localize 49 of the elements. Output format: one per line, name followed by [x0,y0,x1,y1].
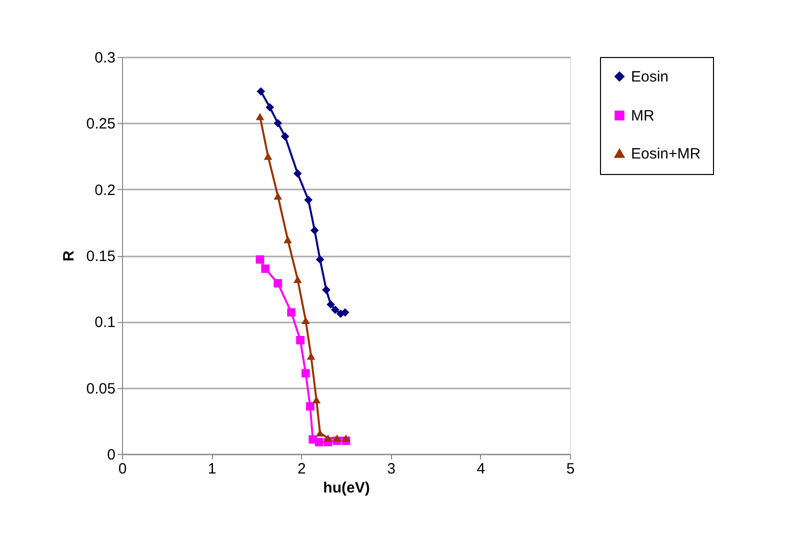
point [322,286,330,294]
point [301,369,310,378]
point [306,352,316,360]
y-tick-label: 0.3 [94,50,116,66]
point [274,192,282,200]
point [256,255,264,264]
point [293,276,302,283]
point [324,434,332,442]
point [287,308,296,317]
x-tick-label: 4 [476,460,486,478]
y-tick-label: 0.05 [86,380,116,398]
y-tick-label: 0.2 [94,182,116,199]
point [284,236,292,244]
point [256,112,264,120]
point [304,196,313,204]
x-tick-label: 0 [118,460,127,478]
point [256,87,266,96]
point [274,279,282,288]
point [264,152,272,160]
point [326,300,335,309]
x-tick-label: 1 [208,460,216,478]
x-tick-label: 3 [387,460,396,478]
x-axis-title: hu(eV) [323,480,370,496]
point [301,316,310,324]
x-tick-label: 2 [298,460,306,478]
point [296,336,304,344]
y-tick-label: 0.1 [94,314,116,332]
point [314,438,324,446]
point [312,396,321,404]
point [331,306,340,314]
point [293,169,302,178]
legend-label: Eosin+MR [631,146,701,162]
point [316,429,324,436]
y-tick-label: 0.25 [86,116,116,133]
point [261,264,270,273]
point [280,132,290,141]
legend-label: MR [631,108,654,124]
x-tick-label: 5 [566,460,575,478]
point [266,103,274,112]
point [342,434,350,442]
point [332,434,342,442]
y-tick-label: 0.15 [86,248,116,265]
point [310,226,319,235]
legend-label: Eosin [631,68,669,86]
point [306,402,314,411]
y-tick-label: 0 [107,446,116,464]
point [316,255,324,264]
point [274,118,282,128]
y-axis-title: R [60,250,78,262]
